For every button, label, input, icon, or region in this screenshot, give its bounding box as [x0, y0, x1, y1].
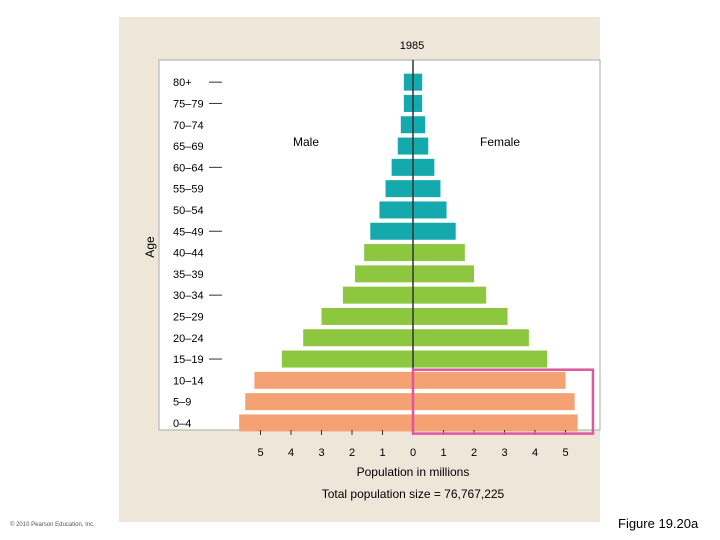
highlight-box — [411, 368, 595, 435]
bar-female-12 — [413, 329, 529, 347]
legend-male-label: Male — [293, 135, 319, 149]
bar-female-2 — [413, 116, 426, 134]
bar-female-11 — [413, 307, 508, 325]
legend-female-label: Female — [480, 135, 520, 149]
x-axis-label: Population in millions — [357, 465, 470, 479]
bar-female-0 — [413, 73, 423, 91]
age-label-8: 40–44 — [173, 248, 204, 260]
bar-female-7 — [413, 222, 456, 240]
x-tick-label-4: 1 — [379, 447, 385, 459]
age-label-11: 25–29 — [173, 311, 204, 323]
bar-male-14 — [254, 371, 413, 389]
bar-male-2 — [400, 116, 413, 134]
age-label-5: 55–59 — [173, 184, 204, 196]
bar-female-8 — [413, 244, 465, 262]
x-tick-label-7: 2 — [471, 447, 477, 459]
bar-male-11 — [321, 307, 413, 325]
bar-female-15 — [413, 393, 575, 411]
age-label-0: 80+ — [173, 77, 192, 89]
y-axis-label: Age — [143, 236, 157, 258]
x-tick-label-8: 3 — [501, 447, 507, 459]
bar-male-10 — [342, 286, 413, 304]
bar-male-0 — [403, 73, 413, 91]
age-label-14: 10–14 — [173, 375, 204, 387]
x-tick-label-10: 5 — [562, 447, 568, 459]
x-tick-label-3: 2 — [349, 447, 355, 459]
age-label-15: 5–9 — [173, 397, 191, 409]
bar-female-13 — [413, 350, 548, 368]
bar-male-1 — [403, 94, 413, 112]
x-tick-label-2: 3 — [318, 447, 324, 459]
total-population-label: Total population size = 76,767,225 — [322, 487, 505, 501]
bar-female-5 — [413, 180, 441, 198]
x-tick-label-0: 5 — [257, 447, 263, 459]
bar-female-14 — [413, 371, 566, 389]
age-label-13: 15–19 — [173, 354, 204, 366]
bar-female-10 — [413, 286, 487, 304]
bar-male-12 — [303, 329, 413, 347]
age-label-3: 65–69 — [173, 141, 204, 153]
age-label-1: 75–79 — [173, 98, 204, 110]
bar-male-3 — [397, 137, 413, 155]
copyright-notice: © 2010 Pearson Education, Inc. — [10, 522, 95, 528]
age-label-10: 30–34 — [173, 290, 204, 302]
x-tick-label-1: 4 — [288, 447, 294, 459]
bar-female-6 — [413, 201, 447, 219]
age-label-9: 35–39 — [173, 269, 204, 281]
x-tick-label-6: 1 — [440, 447, 446, 459]
x-tick-label-9: 4 — [532, 447, 538, 459]
bar-male-8 — [364, 244, 413, 262]
bar-male-9 — [355, 265, 413, 283]
age-label-7: 45–49 — [173, 226, 204, 238]
bar-female-16 — [413, 414, 578, 432]
figure-label: Figure 19.20a — [618, 516, 699, 531]
bar-male-7 — [370, 222, 413, 240]
age-label-4: 60–64 — [173, 162, 204, 174]
age-label-2: 70–74 — [173, 120, 204, 132]
bar-male-5 — [385, 180, 413, 198]
bar-male-15 — [245, 393, 413, 411]
bar-male-16 — [239, 414, 413, 432]
bar-female-3 — [413, 137, 429, 155]
bar-male-4 — [391, 158, 413, 176]
age-label-6: 50–54 — [173, 205, 204, 217]
age-label-16: 0–4 — [173, 418, 191, 430]
bar-male-13 — [281, 350, 413, 368]
x-tick-label-5: 0 — [410, 447, 416, 459]
chart-title: 1985 — [400, 40, 424, 52]
bar-female-1 — [413, 94, 423, 112]
bar-male-6 — [379, 201, 413, 219]
bar-female-4 — [413, 158, 435, 176]
bar-female-9 — [413, 265, 474, 283]
age-label-12: 20–24 — [173, 333, 204, 345]
